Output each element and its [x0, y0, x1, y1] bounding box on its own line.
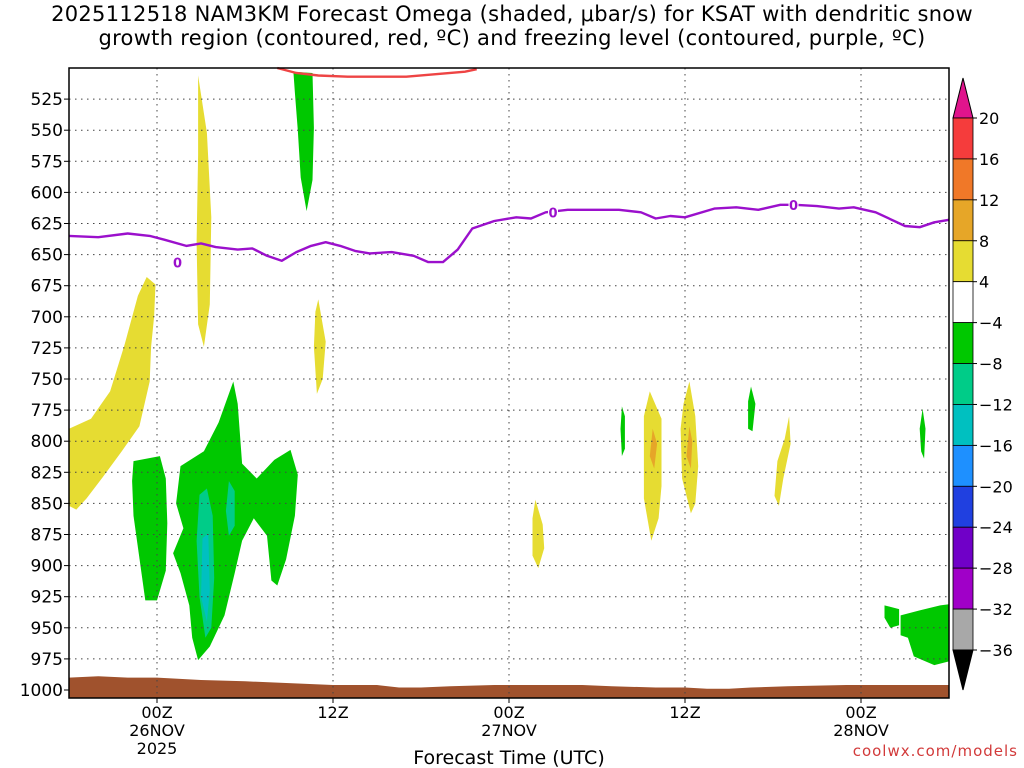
omega-shading-layer	[69, 71, 949, 666]
y-tick-label: 675	[31, 277, 63, 297]
gridlines	[69, 68, 949, 698]
omega-region-12	[173, 381, 298, 661]
colorbar-label: −24	[979, 518, 1013, 537]
y-tick-label: 850	[31, 494, 63, 514]
omega-region-20	[900, 604, 949, 666]
contour-label-bg	[788, 198, 799, 213]
colorbar-label: 20	[979, 109, 999, 128]
y-tick-label: 750	[31, 370, 63, 390]
x-tick-label: 00Z	[845, 703, 876, 722]
omega-region-6	[649, 428, 658, 469]
omega-region-11	[132, 456, 168, 601]
x-tick-label: 27NOV	[481, 721, 537, 740]
colorbar-label: −8	[979, 355, 1003, 374]
y-tick-label: 1000	[20, 681, 63, 701]
contour-layer: 0 0 0	[68, 66, 950, 271]
freezing-level-contour-label: 0	[789, 199, 798, 214]
omega-region-4	[532, 499, 545, 569]
freezing-level-contour-label: 0	[548, 207, 557, 222]
colorbar-over-arrow	[952, 77, 974, 119]
y-tick-label: 900	[31, 557, 63, 577]
y-tick-label: 525	[31, 90, 63, 110]
colorbar-bin	[952, 322, 974, 364]
colorbar-bin	[952, 608, 974, 651]
freezing-level-line	[68, 203, 950, 264]
y-tick-label: 975	[31, 650, 63, 670]
dgz-contour-line	[276, 66, 477, 78]
chart-title-line-1: 2025112518 NAM3KM Forecast Omega (shaded…	[51, 2, 973, 26]
chart-title-line-2: growth region (contoured, red, ºC) and f…	[98, 26, 926, 50]
x-tick-label: 2025	[137, 739, 178, 758]
y-axis: 525 550 575 600 625 650 675 700 725 750 775 800 825 8…	[20, 90, 69, 701]
colorbar-bin	[952, 117, 974, 160]
omega-region-18	[919, 408, 926, 459]
y-tick-label: 650	[31, 246, 63, 266]
y-tick-label: 875	[31, 526, 63, 546]
colorbar-label: −20	[979, 477, 1013, 496]
contour-label-bg	[548, 205, 558, 220]
y-tick-label: 925	[31, 588, 63, 608]
omega-region-16	[620, 406, 625, 457]
y-tick-label: 575	[31, 152, 63, 172]
site-credit: coolwx.com/models	[852, 742, 1018, 760]
colorbar-label: −12	[979, 395, 1013, 414]
omega-region-15	[201, 533, 210, 622]
colorbar-bin	[952, 567, 974, 610]
x-axis-label: Forecast Time (UTC)	[413, 747, 604, 768]
chart-title: 2025112518 NAM3KM Forecast Omega (shaded…	[0, 2, 1024, 50]
omega-colorbar: 20 16 12 8 4 −4 −8 −12 −16 −20 −24 −28 −32 −36	[952, 77, 1013, 691]
freezing-level-contour-label: 0	[173, 256, 182, 271]
colorbar-bin	[952, 526, 974, 569]
y-tick-label: 600	[31, 183, 63, 203]
omega-region-8	[686, 426, 693, 469]
omega-region-5	[643, 391, 662, 541]
omega-region-19	[884, 605, 900, 628]
colorbar-bin	[952, 281, 974, 324]
y-tick-label: 775	[31, 401, 63, 421]
x-tick-label: 00Z	[141, 703, 172, 722]
omega-region-14	[225, 481, 235, 536]
colorbar-bin	[952, 363, 974, 405]
x-tick-label: 12Z	[669, 703, 700, 722]
omega-region-10	[293, 71, 314, 212]
y-tick-label: 700	[31, 308, 63, 328]
colorbar-bin	[952, 444, 974, 487]
colorbar-bin	[952, 199, 974, 242]
colorbar-label: −32	[979, 600, 1013, 619]
x-tick-label: 12Z	[317, 703, 348, 722]
colorbar-label: −16	[979, 436, 1013, 455]
colorbar-bin	[952, 158, 974, 201]
colorbar-under-arrow	[952, 649, 974, 691]
x-tick-label: 00Z	[493, 703, 524, 722]
y-tick-label: 950	[31, 619, 63, 639]
omega-region-9	[774, 416, 791, 506]
y-tick-label: 625	[31, 215, 63, 235]
colorbar-label: −4	[979, 314, 1003, 333]
colorbar-label: −36	[979, 641, 1013, 660]
omega-region-1	[69, 277, 156, 510]
colorbar-label: 8	[979, 232, 989, 251]
omega-region-17	[748, 386, 756, 432]
colorbar-label: 12	[979, 191, 999, 210]
colorbar-bin	[952, 404, 974, 446]
colorbar-label: −28	[979, 559, 1013, 578]
colorbar-label: 16	[979, 150, 999, 169]
x-tick-label: 26NOV	[129, 721, 185, 740]
colorbar-bin	[952, 240, 974, 283]
colorbar-label: 4	[979, 273, 989, 292]
x-tick-label: 28NOV	[833, 721, 889, 740]
y-tick-label: 550	[31, 121, 63, 141]
y-tick-label: 725	[31, 339, 63, 359]
omega-region-3	[313, 299, 326, 394]
y-tick-label: 800	[31, 432, 63, 452]
contour-label-bg	[172, 255, 183, 270]
colorbar-bin	[952, 485, 974, 528]
omega-region-2	[196, 75, 212, 347]
y-tick-label: 825	[31, 463, 63, 483]
